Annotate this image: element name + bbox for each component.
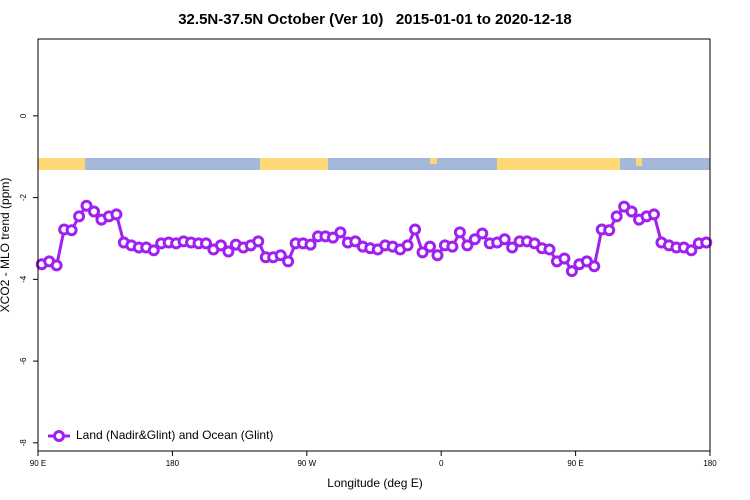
point: [506, 241, 519, 254]
point: [200, 237, 212, 250]
point: [476, 227, 489, 240]
point: [274, 249, 287, 262]
land-ocean-strip: [38, 158, 710, 170]
point: [334, 226, 347, 239]
point: [461, 239, 474, 252]
point: [468, 233, 481, 246]
point: [80, 199, 93, 212]
point: [685, 244, 698, 257]
point: [222, 245, 235, 258]
point: [65, 224, 78, 237]
y-tick-label: -4: [19, 275, 28, 283]
x-axis-label: Longitude (deg E): [327, 476, 422, 490]
point: [409, 223, 422, 236]
point: [214, 239, 227, 252]
point: [349, 235, 362, 248]
x-tick-label: 90 E: [567, 459, 583, 468]
legend-marker: [53, 430, 65, 442]
point: [416, 246, 429, 259]
point: [543, 243, 556, 256]
y-tick-label: -8: [19, 439, 28, 447]
point: [110, 208, 123, 221]
point: [326, 231, 339, 244]
legend-label: Land (Nadir&Glint) and Ocean (Glint): [76, 428, 273, 442]
series-line: [41, 203, 707, 274]
chart-title: 32.5N-37.5N October (Ver 10) 2015-01-01 …: [178, 11, 572, 28]
y-axis-label: XCO2 - MLO trend (ppm): [0, 178, 12, 313]
point: [424, 240, 436, 253]
x-tick-label: 180: [703, 459, 717, 468]
point: [610, 210, 623, 223]
point: [453, 226, 466, 239]
point: [401, 239, 414, 252]
x-tick-label: 0: [439, 459, 444, 468]
point: [446, 240, 459, 253]
point: [498, 233, 511, 246]
point: [147, 244, 160, 257]
point: [50, 259, 63, 272]
point: [282, 255, 295, 268]
point: [700, 236, 713, 249]
point: [558, 252, 571, 265]
x-tick-label: 90 W: [297, 459, 316, 468]
point: [431, 249, 444, 262]
x-tick-label: 180: [166, 459, 180, 468]
y-tick-label: 0: [19, 113, 28, 118]
point: [252, 235, 265, 248]
point: [304, 238, 317, 251]
point: [73, 210, 86, 223]
point: [565, 265, 578, 278]
point: [588, 260, 601, 273]
point: [648, 208, 660, 221]
plot-frame: [37, 38, 711, 452]
y-tick-label: -2: [19, 193, 28, 201]
x-tick-label: 90 E: [30, 459, 46, 468]
y-tick-label: -6: [19, 357, 28, 365]
point: [625, 205, 638, 218]
point: [603, 224, 616, 237]
point: [88, 205, 100, 218]
